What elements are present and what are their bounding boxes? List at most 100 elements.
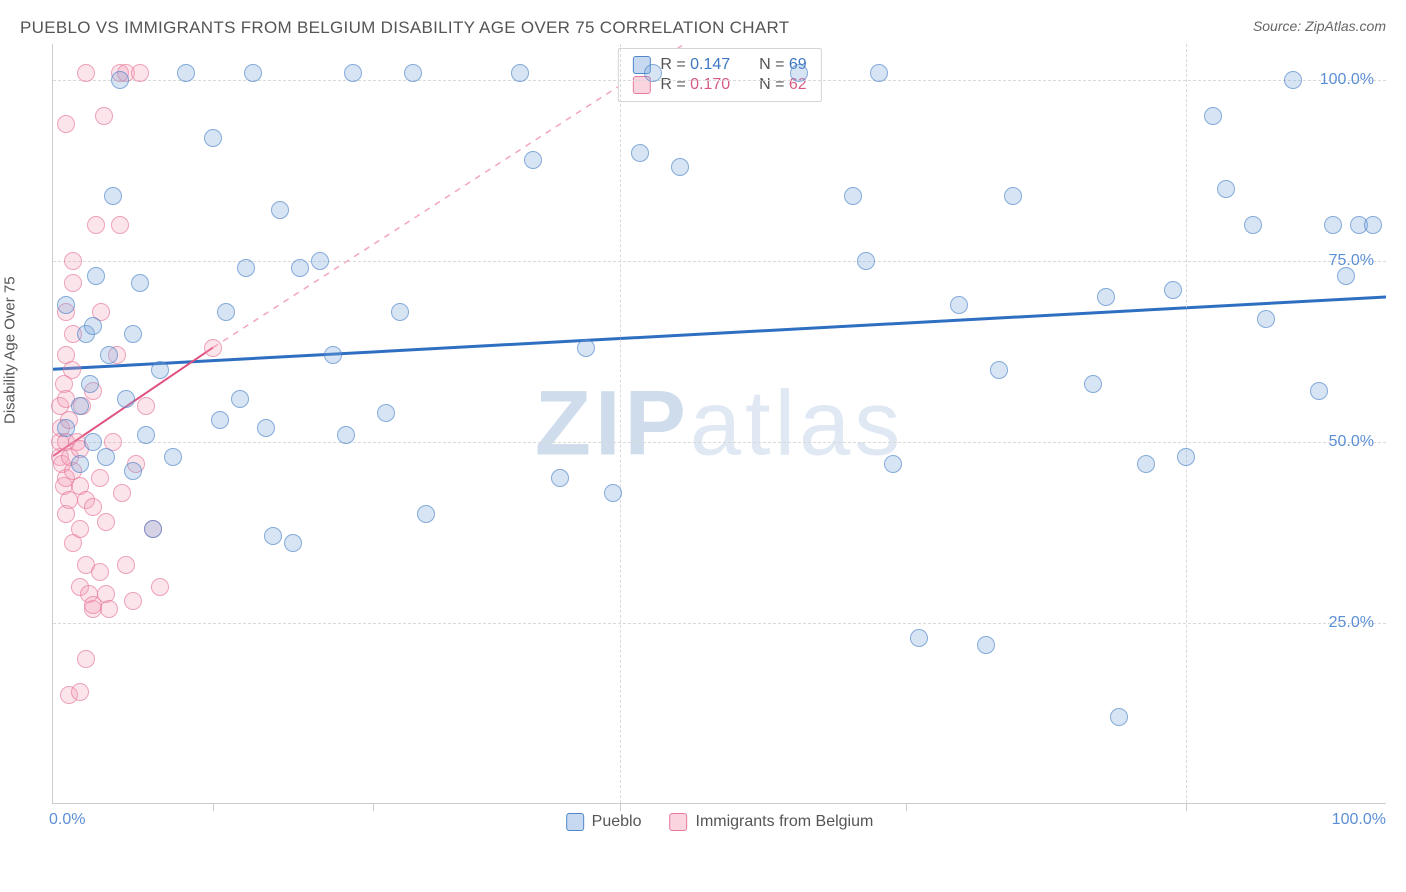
data-point: [1204, 107, 1222, 125]
watermark-atlas: atlas: [690, 372, 904, 474]
data-point: [57, 419, 75, 437]
data-point: [1257, 310, 1275, 328]
data-point: [71, 455, 89, 473]
data-point: [131, 64, 149, 82]
x-tick-0: 0.0%: [49, 811, 85, 829]
data-point: [113, 484, 131, 502]
data-point: [91, 563, 109, 581]
data-point: [1137, 455, 1155, 473]
data-point: [81, 375, 99, 393]
data-point: [84, 317, 102, 335]
data-point: [124, 325, 142, 343]
data-point: [144, 520, 162, 538]
data-point: [524, 151, 542, 169]
data-point: [87, 267, 105, 285]
n-label: N =: [759, 56, 789, 73]
data-point: [77, 650, 95, 668]
source-prefix: Source:: [1253, 18, 1305, 34]
n-label: N =: [759, 76, 789, 93]
data-point: [237, 259, 255, 277]
data-point: [71, 520, 89, 538]
y-tick-label: 100.0%: [1320, 71, 1374, 89]
data-point: [257, 419, 275, 437]
x-tick: [620, 803, 621, 811]
chart-title: PUEBLO VS IMMIGRANTS FROM BELGIUM DISABI…: [20, 18, 789, 38]
data-point: [204, 339, 222, 357]
data-point: [344, 64, 362, 82]
data-point: [77, 64, 95, 82]
data-point: [87, 216, 105, 234]
data-point: [124, 462, 142, 480]
x-tick: [213, 803, 214, 811]
x-tick: [906, 803, 907, 811]
y-tick-label: 25.0%: [1329, 614, 1374, 632]
y-axis-label: Disability Age Over 75: [2, 276, 19, 424]
data-point: [1337, 267, 1355, 285]
data-point: [604, 484, 622, 502]
data-point: [64, 274, 82, 292]
data-point: [124, 592, 142, 610]
gridline-v: [620, 44, 621, 803]
data-point: [63, 361, 81, 379]
data-point: [84, 433, 102, 451]
data-point: [137, 397, 155, 415]
data-point: [1110, 708, 1128, 726]
r-value-pink: 0.170: [690, 76, 730, 93]
data-point: [404, 64, 422, 82]
data-point: [291, 259, 309, 277]
x-tick: [1186, 803, 1187, 811]
data-point: [57, 115, 75, 133]
data-point: [857, 252, 875, 270]
data-point: [71, 683, 89, 701]
data-point: [790, 64, 808, 82]
data-point: [95, 107, 113, 125]
x-tick: [373, 803, 374, 811]
legend-item-blue: Pueblo: [566, 813, 642, 831]
data-point: [111, 216, 129, 234]
data-point: [271, 201, 289, 219]
x-tick-100: 100.0%: [1332, 811, 1386, 829]
data-point: [231, 390, 249, 408]
data-point: [1324, 216, 1342, 234]
data-point: [337, 426, 355, 444]
legend-label-blue: Pueblo: [592, 813, 642, 831]
data-point: [104, 187, 122, 205]
data-point: [311, 252, 329, 270]
gridline-v: [1186, 44, 1187, 803]
data-point: [577, 339, 595, 357]
data-point: [117, 556, 135, 574]
data-point: [870, 64, 888, 82]
source-link[interactable]: ZipAtlas.com: [1305, 18, 1386, 34]
source-label: Source: ZipAtlas.com: [1253, 18, 1386, 34]
data-point: [977, 636, 995, 654]
y-tick-label: 50.0%: [1329, 433, 1374, 451]
data-point: [244, 64, 262, 82]
series-legend: Pueblo Immigrants from Belgium: [566, 813, 874, 831]
r-label: R =: [660, 76, 690, 93]
legend-label-pink: Immigrants from Belgium: [696, 813, 874, 831]
data-point: [97, 513, 115, 531]
data-point: [1084, 375, 1102, 393]
data-point: [910, 629, 928, 647]
watermark: ZIPatlas: [535, 371, 904, 476]
data-point: [151, 578, 169, 596]
data-point: [1097, 288, 1115, 306]
scatter-plot: ZIPatlas R = 0.147 N = 69 R = 0.170 N = …: [52, 44, 1386, 804]
data-point: [551, 469, 569, 487]
data-point: [671, 158, 689, 176]
r-label: R =: [660, 56, 690, 73]
data-point: [117, 390, 135, 408]
data-point: [950, 296, 968, 314]
data-point: [1284, 71, 1302, 89]
data-point: [990, 361, 1008, 379]
data-point: [1164, 281, 1182, 299]
data-point: [844, 187, 862, 205]
data-point: [164, 448, 182, 466]
data-point: [204, 129, 222, 147]
watermark-zip: ZIP: [535, 372, 690, 474]
data-point: [324, 346, 342, 364]
data-point: [151, 361, 169, 379]
data-point: [211, 411, 229, 429]
data-point: [100, 346, 118, 364]
data-point: [511, 64, 529, 82]
